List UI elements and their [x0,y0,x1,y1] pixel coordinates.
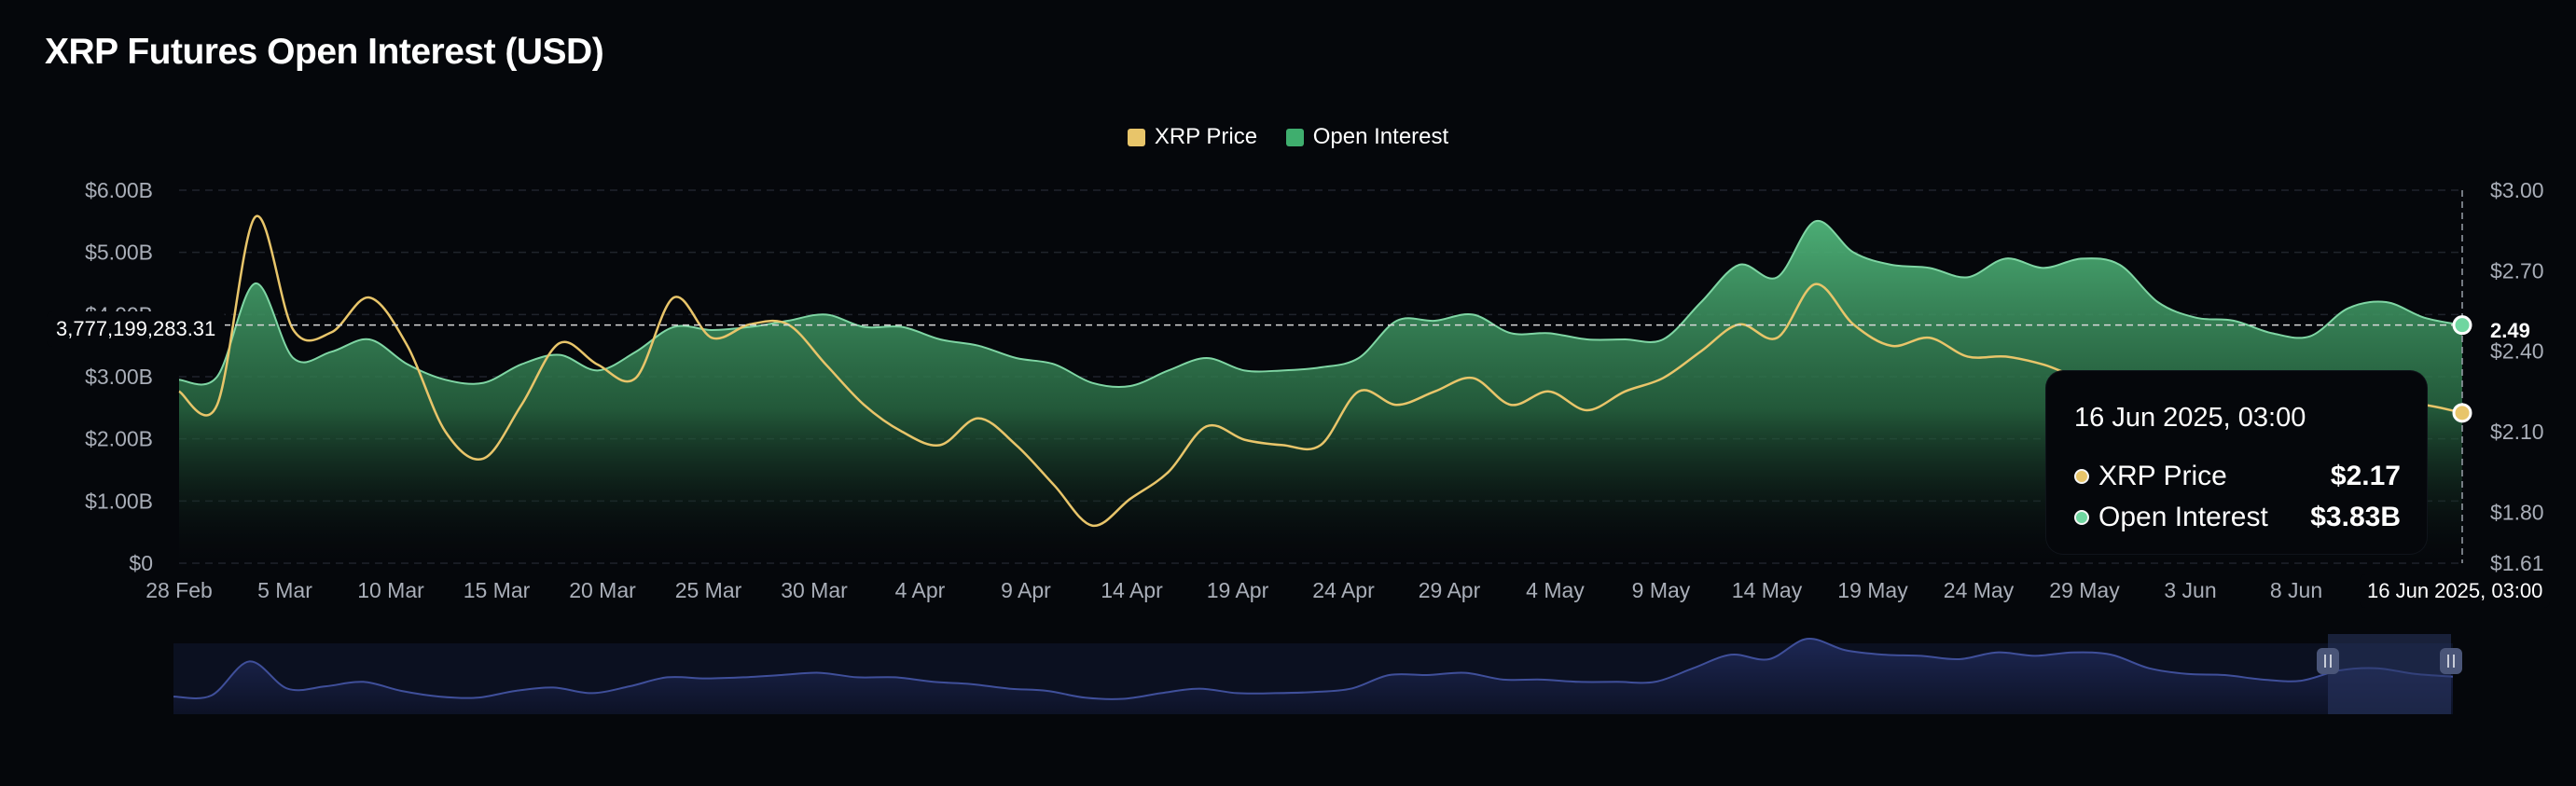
y-left-tick-label: $6.00B [85,178,153,202]
x-tick-label: 24 May [1944,578,2015,602]
x-tick-label: 3 Jun [2164,578,2216,602]
y-left-tick-label: $5.00B [85,241,153,265]
x-tick-label: 24 Apr [1312,578,1375,602]
tooltip-value-open-interest: $3.83B [2310,502,2401,532]
tooltip-row-open-interest: Open Interest $3.83B [2074,502,2401,533]
crosshair [179,190,2472,563]
crosshair-left-value: 3,777,199,283.31 [47,311,226,347]
x-tick-label: 4 May [1526,578,1585,602]
navigator-area [173,638,2453,714]
legend-label-open-interest: Open Interest [1312,124,1449,149]
tooltip-row-xrp-price: XRP Price $2.17 [2074,461,2401,492]
x-tick-label: 29 May [2049,578,2120,602]
series-layer [178,214,2463,563]
tooltip-value-xrp-price: $2.17 [2330,461,2401,491]
navigator-handle-left[interactable] [2317,648,2339,674]
x-tick-label: 28 Feb [145,578,213,602]
legend-label-xrp-price: XRP Price [1154,124,1258,149]
legend: XRP Price Open Interest [0,124,2576,153]
y-right-tick-label: $1.80 [2490,500,2544,524]
x-tick-label: 5 Mar [257,578,312,602]
x-tick-label: 19 Apr [1207,578,1269,602]
x-tick-label: 8 Jun [2270,578,2322,602]
legend-item-open-interest[interactable]: Open Interest [1285,124,1449,150]
tooltip-dot-open-interest [2074,510,2089,525]
tooltip-label-xrp-price: XRP Price [2098,461,2227,491]
x-tick-label: 9 Apr [1001,578,1051,602]
navigator-line [173,638,2454,700]
x-tick-label: 19 May [1837,578,1908,602]
y-left-tick-label: $1.00B [85,489,153,513]
y-left-tick-label: $2.00B [85,427,153,451]
x-tick-label: 29 Apr [1419,578,1481,602]
crosshair-date-label: 16 Jun 2025, 03:00 [2360,574,2551,608]
navigator-selection [2328,634,2451,714]
y-axis-right: $1.61 $1.80 $2.10 $2.40 $2.70 $3.00 [2490,178,2544,575]
x-tick-label: 14 May [1732,578,1803,602]
open-interest-line [178,220,2463,388]
x-tick-label: 30 Mar [781,578,848,602]
tooltip-dot-xrp-price [2074,469,2089,484]
x-tick-label: 14 Apr [1101,578,1163,602]
tooltip-label-open-interest: Open Interest [2098,502,2268,532]
x-tick-label: 15 Mar [464,578,531,602]
legend-item-xrp-price[interactable]: XRP Price [1127,124,1258,150]
y-right-tick-label: $2.40 [2490,339,2544,364]
x-axis: 28 Feb 5 Mar 10 Mar 15 Mar 20 Mar 25 Mar 30 Ma… [145,578,2322,602]
y-right-tick-label: $1.61 [2490,551,2544,575]
chart-title: XRP Futures Open Interest (USD) [45,32,604,72]
y-right-tick-label: $2.10 [2490,420,2544,444]
x-tick-label: 25 Mar [675,578,742,602]
navigator-handle-right[interactable] [2440,648,2462,674]
open-interest-area [179,220,2462,563]
y-right-tick-label: $2.70 [2490,258,2544,283]
y-axis-left: $0$1.00B$2.00B$3.00B$4.00B$5.00B$6.00B [85,178,153,575]
tooltip: 16 Jun 2025, 03:00 XRP Price $2.17 Open … [2046,371,2427,554]
tooltip-title: 16 Jun 2025, 03:00 [2074,403,2306,433]
crosshair-right-value: 2.49 [2490,319,2530,342]
legend-swatch-open-interest [1285,128,1304,146]
x-tick-label: 9 May [1632,578,1691,602]
range-navigator[interactable] [173,634,2462,714]
y-left-tick-label: $0 [129,551,153,575]
x-tick-label: 10 Mar [357,578,424,602]
y-left-tick-label: $3.00B [85,365,153,389]
y-right-tick-label: $3.00 [2490,178,2544,202]
open-interest-point [2452,315,2472,336]
x-tick-label: 20 Mar [569,578,636,602]
xrp-price-point [2452,403,2472,423]
legend-swatch-xrp-price [1127,128,1145,146]
x-tick-label: 4 Apr [895,578,946,602]
